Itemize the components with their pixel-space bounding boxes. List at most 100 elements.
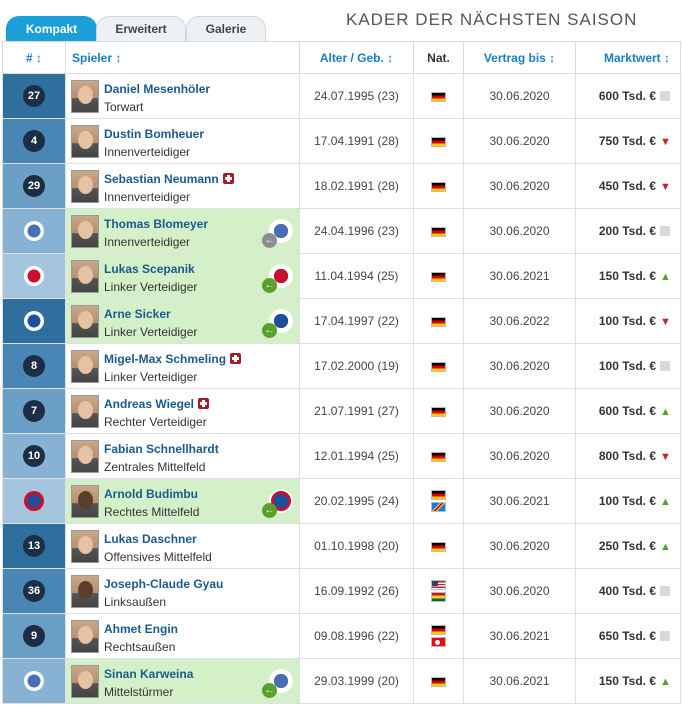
player-name-link[interactable]: Fabian Schnellhardt [104, 442, 219, 456]
tab-erweitert[interactable]: Erweitert [96, 16, 186, 42]
player-portrait[interactable] [71, 395, 99, 428]
market-value[interactable]: 600 Tsd. € [598, 404, 656, 418]
player-name-link[interactable]: Sebastian Neumann [104, 172, 219, 186]
player-row: 4 Dustin Bomheuer Innenverteidiger 17.04.19… [2, 118, 681, 164]
player-name-row: Joseph-Claude Gyau [104, 577, 223, 591]
column-header-market-value[interactable]: Marktwert ↕ [575, 41, 681, 74]
player-portrait[interactable] [71, 530, 99, 563]
birth-date: 17.04.1991 (28) [299, 118, 414, 164]
trend-down-icon: ▼ [660, 451, 671, 463]
vfl-osnabrueck-club-icon[interactable] [24, 221, 44, 241]
vfl-osnabrueck-club-icon[interactable] [24, 671, 44, 691]
market-value[interactable]: 150 Tsd. € [598, 674, 656, 688]
portrait-face [78, 221, 93, 239]
market-value-cell: 400 Tsd. € [575, 568, 681, 614]
player-name-link[interactable]: Ahmet Engin [104, 622, 178, 636]
player-portrait[interactable] [71, 665, 99, 698]
flag-de-icon [431, 406, 446, 417]
shirt-number: 10 [23, 445, 45, 467]
player-name-link[interactable]: Joseph-Claude Gyau [104, 577, 224, 591]
birth-date: 16.09.1992 (26) [299, 568, 414, 614]
market-value[interactable]: 100 Tsd. € [598, 494, 656, 508]
market-value[interactable]: 150 Tsd. € [598, 269, 656, 283]
player-cell: Dustin Bomheuer Innenverteidiger [65, 118, 300, 164]
player-portrait[interactable] [71, 125, 99, 158]
market-value[interactable]: 800 Tsd. € [598, 449, 656, 463]
player-name-link[interactable]: Andreas Wiegel [104, 397, 194, 411]
market-value[interactable]: 100 Tsd. € [598, 359, 656, 373]
player-name-link[interactable]: Sinan Karweina [104, 667, 194, 681]
player-portrait[interactable] [71, 440, 99, 473]
market-value-cell: 150 Tsd. € ▲ [575, 253, 681, 299]
player-portrait[interactable] [71, 170, 99, 203]
holstein-kiel-club-icon[interactable] [24, 311, 44, 331]
player-name-link[interactable]: Migel-Max Schmeling [104, 352, 227, 366]
nationality-cell [413, 523, 464, 569]
column-header-age[interactable]: Alter / Geb. ↕ [299, 41, 414, 74]
injury-icon[interactable] [222, 173, 234, 184]
player-position: Rechtsaußen [104, 640, 176, 654]
market-value[interactable]: 100 Tsd. € [598, 314, 656, 328]
player-cell: Lukas Daschner Offensives Mittelfeld [65, 523, 300, 569]
player-name-link[interactable]: Thomas Blomeyer [104, 217, 209, 231]
player-cell: Migel-Max Schmeling Linker Verteidiger [65, 343, 300, 389]
injury-icon[interactable] [230, 353, 242, 364]
player-name-row: Fabian Schnellhardt [104, 442, 219, 456]
injury-icon[interactable] [197, 398, 209, 409]
column-header-number[interactable]: # ↕ [2, 41, 66, 74]
nationality-cell [413, 118, 464, 164]
player-portrait[interactable] [71, 215, 99, 248]
market-value[interactable]: 600 Tsd. € [598, 89, 656, 103]
player-portrait[interactable] [71, 575, 99, 608]
rot-weiss-essen-club-icon[interactable] [24, 266, 44, 286]
player-row: 10 Fabian Schnellhardt Zentrales Mittelfel… [2, 433, 681, 479]
contract-until: 30.06.2020 [463, 433, 576, 479]
nationality-cell [413, 568, 464, 614]
market-value-cell: 100 Tsd. € ▲ [575, 478, 681, 524]
kfc-uerdingen-club-icon[interactable] [24, 491, 44, 511]
portrait-face [78, 401, 93, 419]
player-name-link[interactable]: Dustin Bomheuer [104, 127, 205, 141]
flag-tr-icon [431, 637, 446, 647]
player-name-link[interactable]: Arne Sicker [104, 307, 171, 321]
birth-date: 11.04.1994 (25) [299, 253, 414, 299]
market-value[interactable]: 250 Tsd. € [598, 539, 656, 553]
player-cell: Arne Sicker Linker Verteidiger ← [65, 298, 300, 344]
market-value[interactable]: 200 Tsd. € [598, 224, 656, 238]
column-header-contract[interactable]: Vertrag bis ↕ [463, 41, 576, 74]
player-name-link[interactable]: Lukas Scepanik [104, 262, 195, 276]
column-header-player[interactable]: Spieler ↕ [65, 41, 300, 74]
birth-date: 24.04.1996 (23) [299, 208, 414, 254]
contract-until: 30.06.2021 [463, 478, 576, 524]
player-portrait[interactable] [71, 350, 99, 383]
player-portrait[interactable] [71, 620, 99, 653]
market-value-cell: 600 Tsd. € [575, 73, 681, 119]
birth-date: 01.10.1998 (20) [299, 523, 414, 569]
flag-de-icon [431, 226, 446, 237]
column-header-nationality: Nat. [413, 41, 464, 74]
player-portrait[interactable] [71, 305, 99, 338]
player-portrait[interactable] [71, 80, 99, 113]
player-portrait[interactable] [71, 260, 99, 293]
nationality-cell [413, 613, 464, 659]
player-cell: Joseph-Claude Gyau Linksaußen [65, 568, 300, 614]
loan-arrow-icon: ← [262, 683, 277, 698]
shirt-number-cell: 29 [2, 163, 66, 209]
tab-kompakt[interactable]: Kompakt [6, 16, 97, 42]
squad-table: # ↕ Spieler ↕ Alter / Geb. ↕ Nat. Vertra… [2, 41, 681, 704]
loan-club-icon[interactable] [269, 309, 293, 333]
player-name-link[interactable]: Arnold Budimbu [104, 487, 198, 501]
player-position: Offensives Mittelfeld [104, 550, 212, 564]
player-portrait[interactable] [71, 485, 99, 518]
player-name-link[interactable]: Daniel Mesenhöler [104, 82, 211, 96]
market-value[interactable]: 450 Tsd. € [598, 179, 656, 193]
player-name-row: Sebastian Neumann [104, 172, 234, 186]
page-title: KADER DER NÄCHSTEN SAISON [346, 10, 638, 29]
market-value[interactable]: 400 Tsd. € [598, 584, 656, 598]
market-value[interactable]: 650 Tsd. € [598, 629, 656, 643]
player-name-link[interactable]: Lukas Daschner [104, 532, 197, 546]
portrait-face [78, 626, 93, 644]
player-cell: Lukas Scepanik Linker Verteidiger ← [65, 253, 300, 299]
market-value[interactable]: 750 Tsd. € [598, 134, 656, 148]
tab-galerie[interactable]: Galerie [186, 16, 266, 42]
